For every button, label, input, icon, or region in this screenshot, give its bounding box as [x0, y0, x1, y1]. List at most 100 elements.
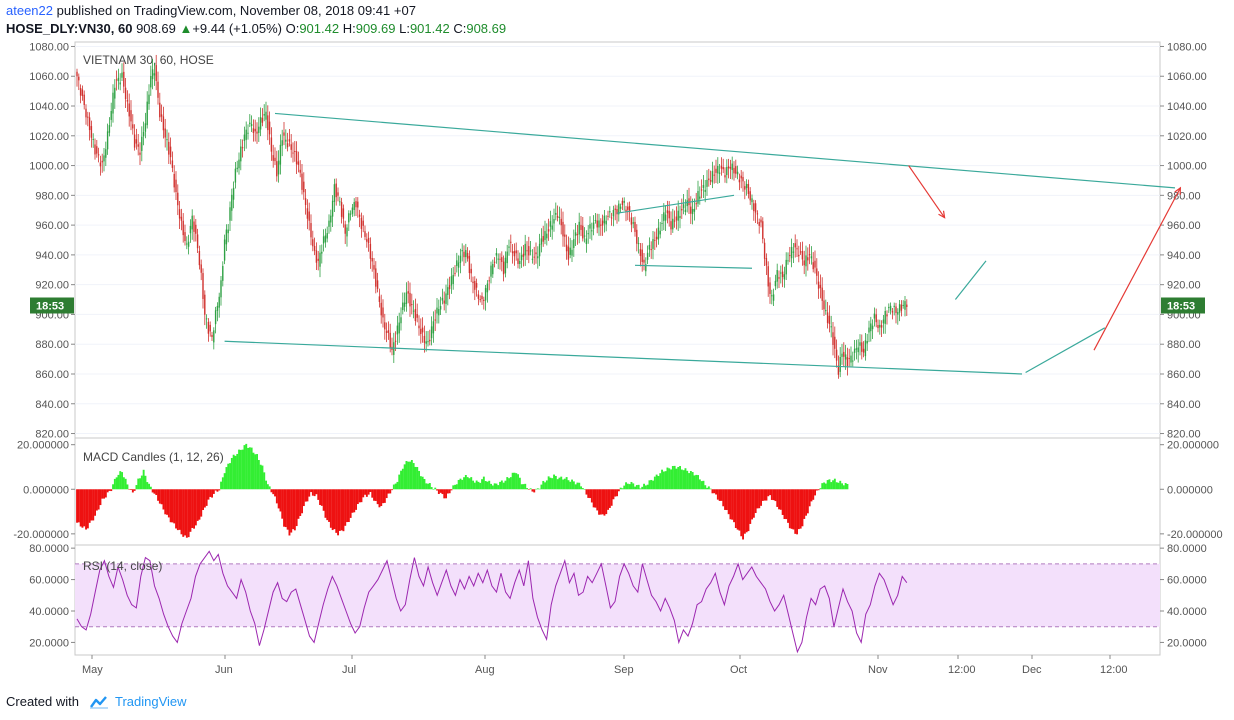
candle-body [139, 152, 141, 155]
candle-body [128, 103, 130, 117]
macd-bar [378, 489, 381, 508]
macd-bar [385, 489, 388, 499]
candle-body [772, 294, 775, 301]
candle-body [339, 201, 341, 203]
candle-body [148, 94, 150, 105]
candle-body [126, 100, 129, 102]
candle-body [754, 203, 757, 213]
candle-body [727, 166, 730, 169]
candle-body [110, 110, 112, 120]
candle-body [879, 324, 881, 328]
macd-bar [315, 489, 318, 495]
candle-body [405, 292, 408, 304]
candle-body [306, 208, 309, 219]
candle-body [659, 230, 661, 235]
macd-bar [101, 489, 104, 499]
candle-body [745, 183, 748, 189]
macd-bar [781, 489, 784, 515]
macd-bar [128, 489, 131, 490]
candle-body [544, 231, 546, 241]
candle-body [594, 220, 597, 222]
macd-bar [718, 489, 721, 501]
candle-body [214, 310, 217, 325]
change-arrow-icon: ▲ [179, 21, 193, 36]
x-tick-label: Oct [730, 664, 747, 676]
macd-bar [425, 483, 428, 490]
macd-bar [686, 470, 689, 490]
symbol-name[interactable]: HOSE_DLY:VN30, 60 [6, 21, 133, 36]
candle-body [663, 212, 665, 221]
candle-body [569, 247, 571, 255]
macd-bar [419, 476, 422, 490]
macd-bar [677, 466, 680, 490]
macd-bar [841, 483, 843, 490]
macd-bar [324, 489, 327, 518]
candle-body [526, 250, 528, 252]
candle-body [439, 306, 442, 310]
candle-body [297, 161, 300, 165]
candle-body [380, 302, 382, 316]
candle-body [162, 116, 165, 131]
candle-body [76, 71, 78, 77]
macd-bar [581, 488, 584, 490]
candle-body [121, 72, 123, 78]
macd-bar [171, 489, 174, 523]
macd-bar [229, 463, 231, 490]
macd-bar [320, 489, 323, 506]
macd-bar [349, 489, 352, 518]
macd-bar [621, 488, 624, 490]
candle-body [715, 168, 717, 173]
macd-histogram [76, 443, 849, 540]
macd-bar [153, 489, 156, 494]
candle-body [819, 284, 822, 289]
macd-bar [137, 478, 140, 490]
candle-body [412, 310, 415, 312]
candle-body [425, 341, 427, 344]
tradingview-link[interactable]: TradingView [114, 694, 187, 709]
macd-bar [554, 475, 557, 490]
candle-body [277, 160, 280, 175]
candle-body [254, 128, 256, 132]
macd-bar [407, 461, 410, 490]
macd-bar [166, 489, 168, 515]
candle-body [195, 224, 197, 234]
macd-pane-title: MACD Candles (1, 12, 26) [83, 450, 224, 464]
macd-bar [599, 489, 602, 515]
candle-body [574, 232, 577, 236]
macd-bar [371, 489, 374, 498]
macd-bar [549, 477, 552, 490]
macd-bar [653, 476, 656, 490]
macd-bar [92, 489, 95, 521]
candle-body [155, 65, 157, 81]
macd-bar [641, 486, 644, 490]
candle-body [866, 341, 868, 344]
candle-body [641, 249, 643, 262]
candle-body [112, 92, 114, 114]
macd-bar [353, 489, 356, 513]
candle-body [481, 295, 483, 300]
candle-body [304, 198, 307, 205]
macd-bar [495, 483, 498, 490]
candle-body [700, 189, 703, 191]
macd-bar [182, 489, 185, 537]
candle-body [470, 268, 472, 274]
macd-bar [455, 484, 458, 490]
macd-bar [842, 485, 845, 490]
candle-body [814, 260, 816, 268]
macd-bar [344, 489, 347, 526]
macd-bar [689, 470, 692, 490]
macd-bar [578, 482, 581, 490]
publisher-link[interactable]: ateen22 [6, 3, 53, 18]
macd-bar [758, 489, 761, 509]
macd-bar [837, 482, 840, 490]
candle-body [556, 215, 559, 218]
macd-bar [763, 489, 766, 501]
macd-bar [403, 464, 406, 490]
macd-bar [637, 484, 640, 490]
candle-body [130, 110, 132, 122]
macd-bar [792, 489, 795, 530]
macd-bar [482, 476, 485, 490]
candle-body [729, 167, 732, 169]
candle-body [101, 160, 103, 163]
